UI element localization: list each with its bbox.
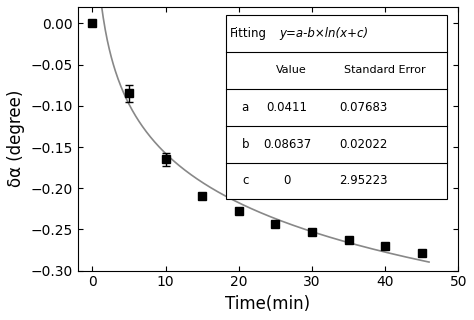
Text: 0.0411: 0.0411 (266, 101, 308, 114)
Text: 2.95223: 2.95223 (339, 174, 387, 188)
X-axis label: Time(min): Time(min) (226, 295, 310, 313)
Text: 0.07683: 0.07683 (339, 101, 387, 114)
Text: Fitting: Fitting (230, 27, 267, 40)
Text: y=a-b×ln(x+c): y=a-b×ln(x+c) (280, 27, 369, 40)
Text: Value: Value (276, 65, 306, 75)
Y-axis label: δα (degree): δα (degree) (7, 90, 25, 188)
Text: a: a (242, 101, 249, 114)
Text: 0.02022: 0.02022 (339, 138, 387, 151)
Text: c: c (242, 174, 248, 188)
Text: 0.08637: 0.08637 (263, 138, 311, 151)
Text: Standard Error: Standard Error (344, 65, 426, 75)
Text: 0: 0 (283, 174, 291, 188)
Text: b: b (241, 138, 249, 151)
FancyBboxPatch shape (226, 15, 447, 199)
